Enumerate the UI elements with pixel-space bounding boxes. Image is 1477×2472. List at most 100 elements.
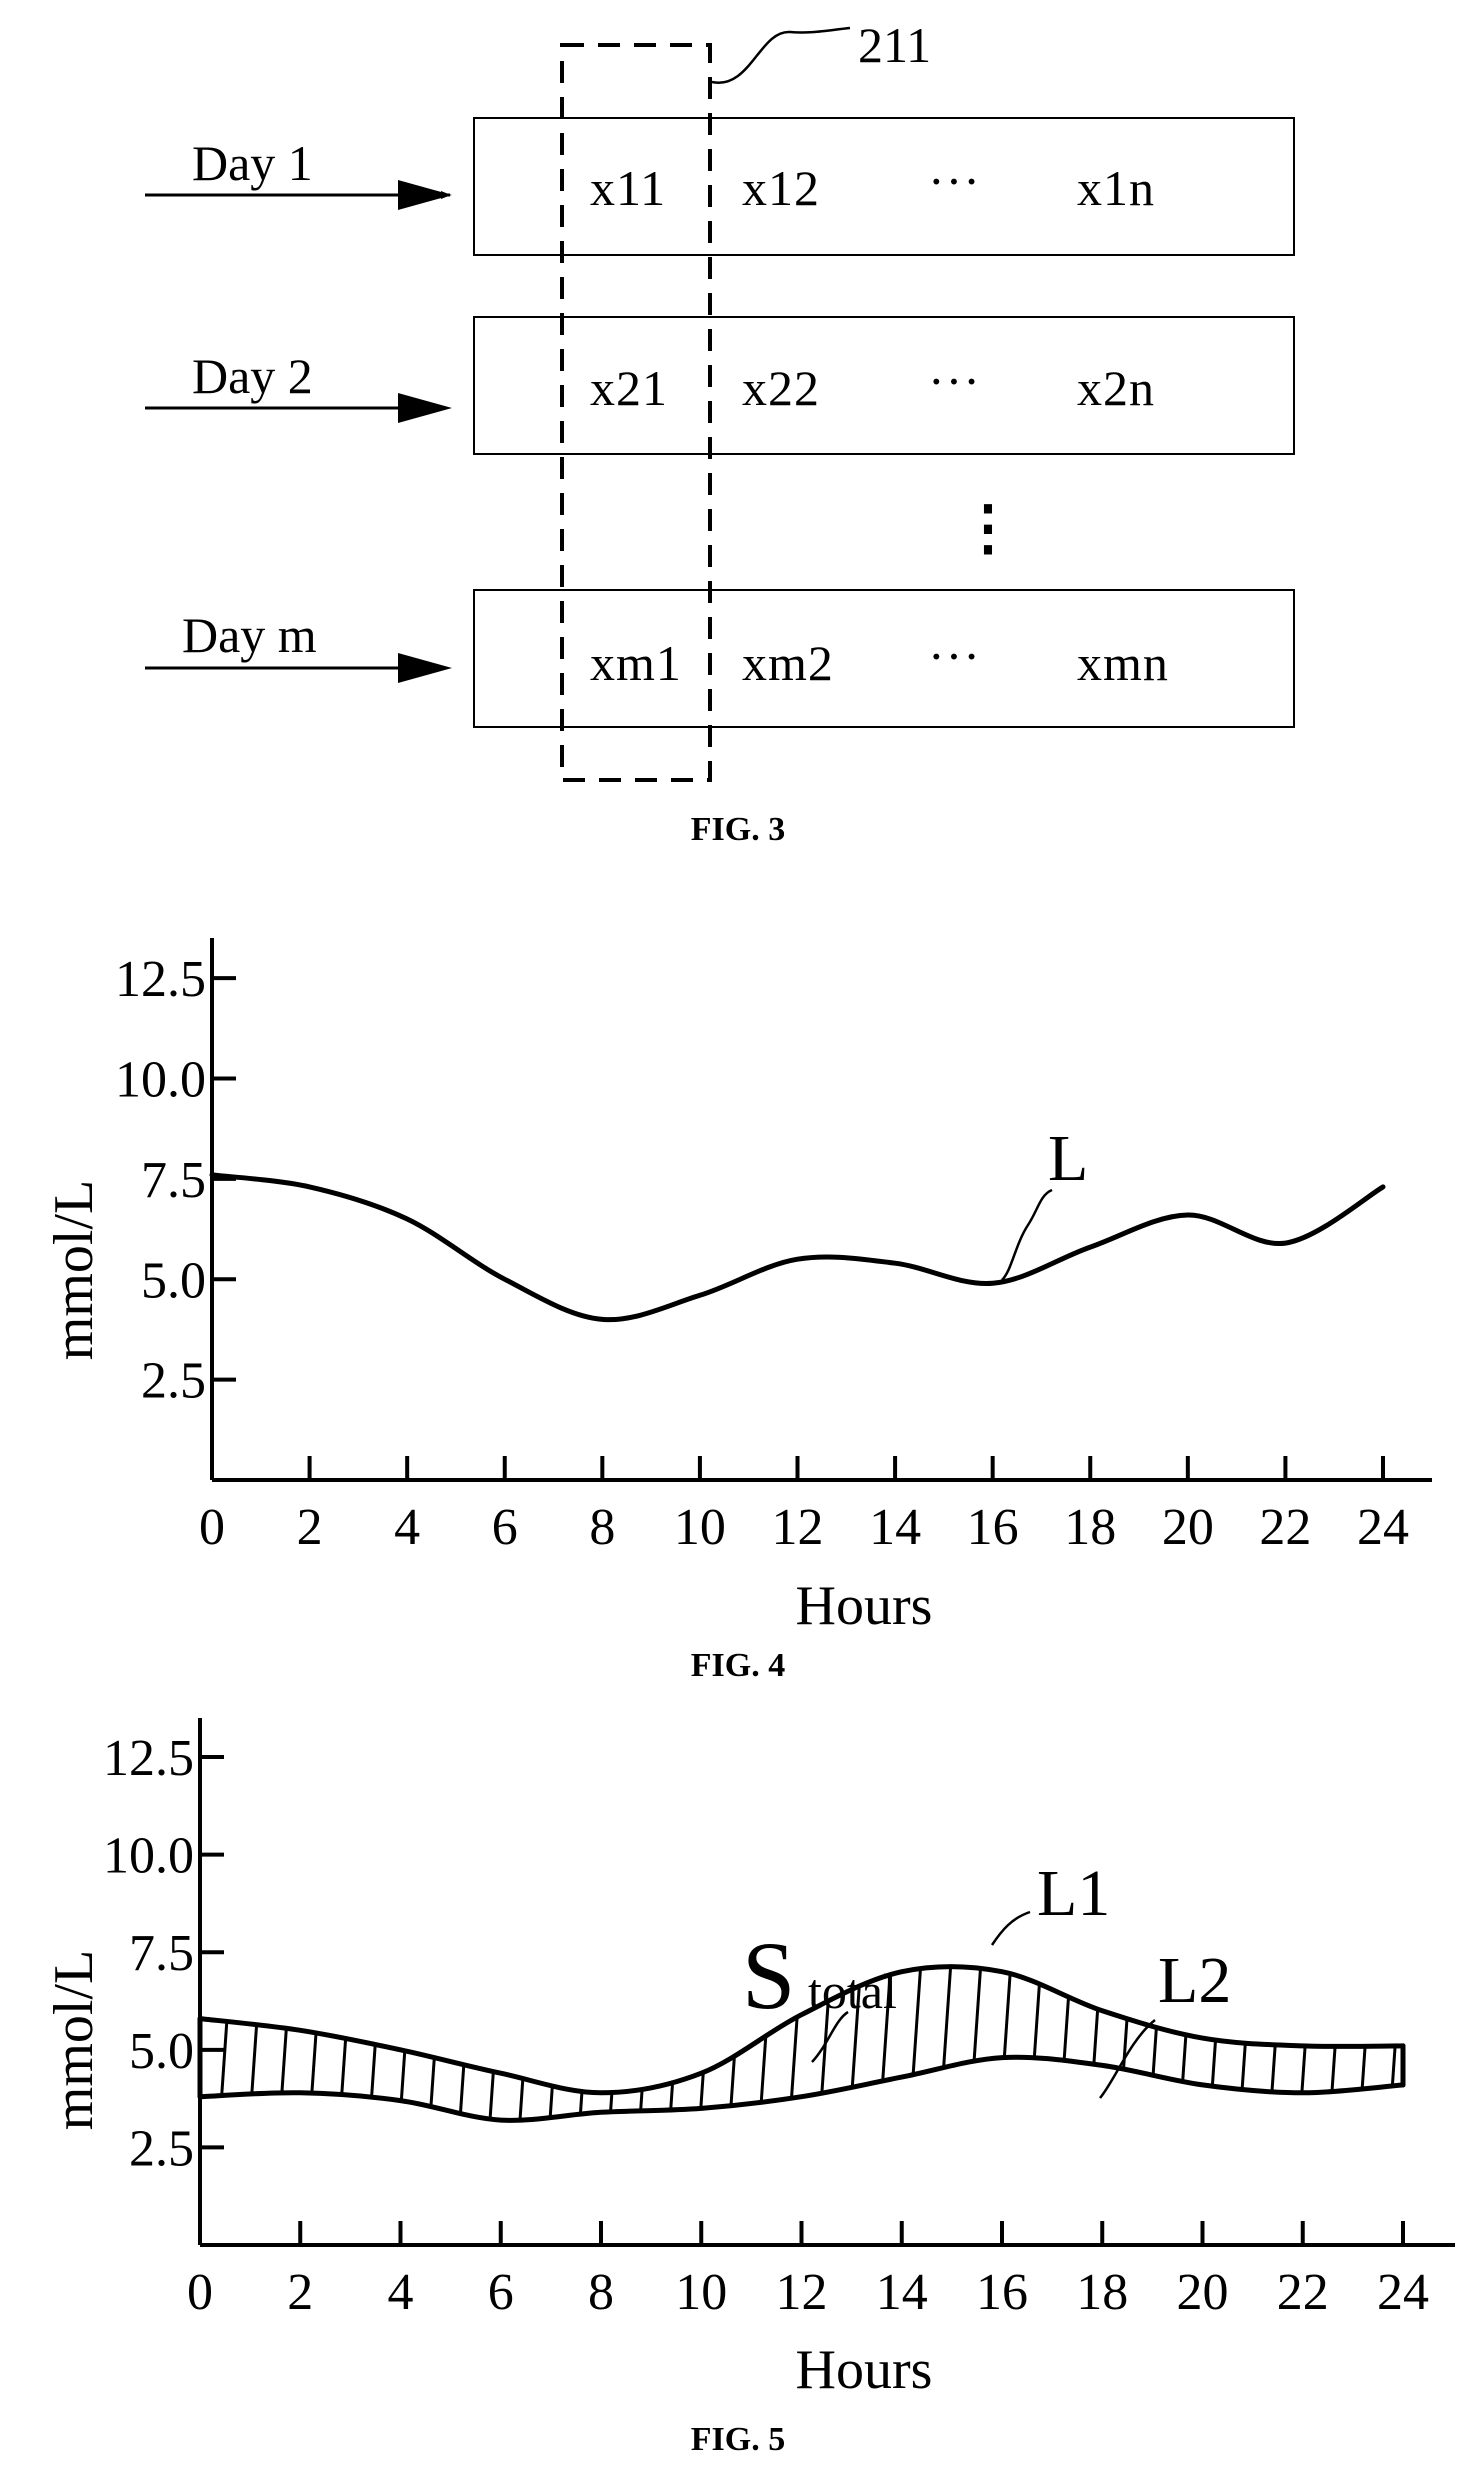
fig5-hatch-line	[160, 1860, 178, 2120]
f4-x-tick-label: 12	[772, 1499, 824, 1556]
f5-x-tick-label: 14	[876, 2264, 928, 2321]
fig5-series-L2	[197, 2054, 1406, 2123]
arrowhead-day-1	[398, 180, 452, 210]
fig5-hatch-line	[638, 1966, 660, 2121]
cell-x21: x21	[590, 360, 668, 416]
fig5-y-axis-label: mmol/L	[43, 1950, 105, 2130]
f5-y-tick-label: 5.0	[129, 2023, 194, 2080]
f4-y-tick-label: 7.5	[141, 1152, 206, 1209]
fig5-area-label-total: total	[808, 1963, 897, 2019]
f4-x-tick-label: 6	[492, 1499, 518, 1556]
fig5-L2-leader	[1099, 2019, 1156, 2099]
f4-x-tick-label: 8	[589, 1499, 615, 1556]
fig5-area-label-S: S	[742, 1922, 795, 2029]
ellipsis-vertical: ⋮	[958, 495, 1018, 561]
fig5-hatch-line	[1268, 1966, 1290, 2121]
fig3-diagram: 211 Day 1 x11 x12 ··· x1n Day 2 x21 x22 …	[145, 17, 1295, 848]
fig5-hatch-line	[1450, 1860, 1468, 2120]
fig5-hatch-line	[878, 1966, 900, 2121]
f5-x-tick-label: 16	[976, 2264, 1028, 2321]
fig5-hatch-line	[848, 1966, 870, 2121]
fig5-hatch-line	[1328, 1966, 1350, 2121]
fig5-hatch-line	[368, 1966, 390, 2121]
fig5-hatch-line	[1118, 1966, 1140, 2121]
fig4-curve-label-L: L	[1048, 1122, 1088, 1195]
f4-x-tick-label: 16	[967, 1499, 1019, 1556]
f5-x-tick-label: 22	[1277, 2264, 1329, 2321]
f5-y-tick-label: 2.5	[129, 2120, 194, 2177]
f4-y-tick-label: 10.0	[115, 1052, 206, 1109]
fig5-hatch-line	[488, 1966, 510, 2121]
fig4-caption: FIG. 4	[691, 1647, 785, 1684]
fig4-series-L	[209, 1172, 1386, 1323]
fig5-hatch-line	[608, 1966, 630, 2121]
fig4-chart: 0 2 4 6 8 10 12 14 16 18 20 22 24 2.55.07.510.012.5 …	[43, 938, 1432, 1684]
fig5-hatch-line	[278, 1966, 300, 2121]
fig5-hatch-line	[578, 1966, 600, 2121]
fig4-x-axis-label: Hours	[796, 1575, 933, 1637]
f5-y-tick-label: 10.0	[103, 1828, 194, 1885]
f5-x-tick-label: 24	[1377, 2264, 1429, 2321]
cell-x12: x12	[742, 160, 820, 216]
fig5-series-L1	[197, 1964, 1406, 2096]
f5-x-tick-label: 0	[187, 2264, 213, 2321]
fig5-curve-label-L2: L2	[1158, 1944, 1231, 2017]
f4-x-tick-label: 10	[674, 1499, 726, 1556]
f4-x-tick-label: 24	[1357, 1499, 1409, 1556]
cell-xm1: xm1	[590, 635, 682, 691]
f5-x-tick-label: 2	[287, 2264, 313, 2321]
cell-xmn: xmn	[1077, 635, 1169, 691]
fig5-x-axis-label: Hours	[796, 2339, 933, 2401]
label-day-1: Day 1	[192, 135, 313, 191]
f5-x-tick-label: 18	[1076, 2264, 1128, 2321]
f4-x-tick-label: 4	[394, 1499, 420, 1556]
cell-x22: x22	[742, 360, 820, 416]
fig5-L1-leader	[990, 1910, 1031, 1946]
fig5-area-leader	[811, 2010, 849, 2063]
f4-y-tick-label: 12.5	[115, 951, 206, 1008]
fig4-L-leader	[1001, 1188, 1053, 1281]
column-selection-dashed-box	[560, 43, 712, 782]
f5-x-tick-label: 10	[675, 2264, 727, 2321]
fig5-hatch-line	[698, 1966, 720, 2121]
row-box-1	[473, 117, 1295, 256]
fig5-hatch-line	[458, 1966, 480, 2121]
label-day-2: Day 2	[192, 348, 313, 404]
fig5-hatch-line	[338, 1966, 360, 2121]
f5-x-tick-label: 8	[588, 2264, 614, 2321]
f4-x-tick-label: 20	[1162, 1499, 1214, 1556]
cell-x11: x11	[590, 160, 666, 216]
fig5-hatch-line	[248, 1966, 270, 2121]
ref-211-leader	[711, 26, 851, 84]
f5-x-tick-label: 12	[776, 2264, 828, 2321]
fig3-caption: FIG. 3	[691, 811, 785, 848]
fig5-hatch-line	[1238, 1966, 1260, 2121]
label-day-m: Day m	[182, 607, 317, 663]
row-box-2	[473, 316, 1295, 455]
f4-y-tick-label: 2.5	[141, 1353, 206, 1410]
fig5-hatch-line	[1358, 1966, 1380, 2121]
f4-x-tick-label: 22	[1259, 1499, 1311, 1556]
cell-x1n: x1n	[1077, 160, 1155, 216]
f4-x-tick-label: 14	[869, 1499, 921, 1556]
fig5-hatch-line	[308, 1966, 330, 2121]
fig5-hatch-line	[1420, 1860, 1438, 2120]
fig5-chart: 0 2 4 6 8 10 12 14 16 18 20 22 24 2.55.07.510.012.5 …	[43, 1718, 1468, 2458]
f5-y-tick-label: 7.5	[129, 1925, 194, 1982]
fig5-hatch-line	[398, 1966, 420, 2121]
fig5-hatch-line	[998, 1966, 1020, 2121]
ellipsis-row-2: ···	[928, 353, 981, 409]
f5-x-tick-label: 4	[388, 2264, 414, 2321]
row-box-m	[473, 589, 1295, 728]
arrowhead-day-m	[398, 653, 452, 683]
ellipsis-row-1: ···	[928, 153, 981, 209]
f5-x-tick-label: 20	[1177, 2264, 1229, 2321]
fig5-hatch-line	[908, 1966, 930, 2121]
fig5-hatch-line	[1298, 1966, 1320, 2121]
fig5-hatch-line	[938, 1966, 960, 2121]
fig5-hatch-line	[218, 1966, 240, 2121]
fig5-hatch-line	[428, 1966, 450, 2121]
f5-x-tick-label: 6	[488, 2264, 514, 2321]
cell-x2n: x2n	[1077, 360, 1155, 416]
